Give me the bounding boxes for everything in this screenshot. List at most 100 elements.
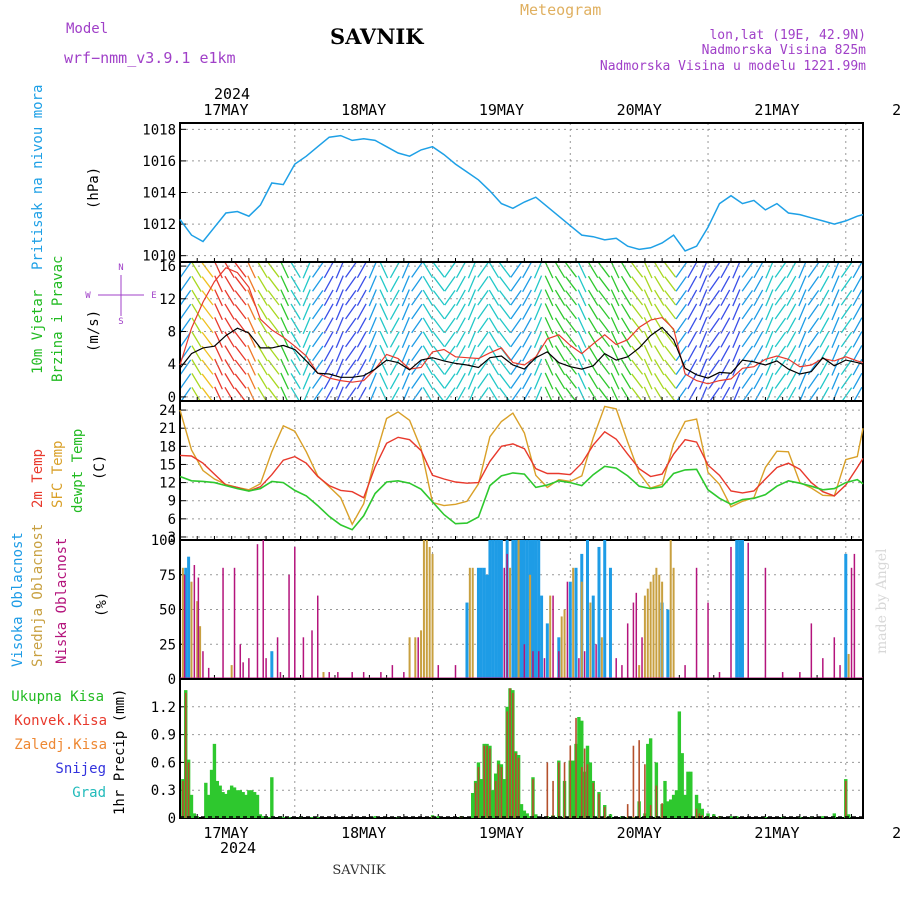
wind-arrow [280,275,290,293]
wind-arrow [267,304,280,320]
cloud-panel: Visoka Oblacnost Srednja Oblacnost Niska… [10,524,864,688]
y-tick-label: 1.2 [151,700,176,716]
wind-arrow [708,387,720,403]
cloud-mid-bar [661,581,664,679]
wind-arrow [411,303,423,320]
wind-arrow [587,275,599,292]
wind-arrow [831,275,840,293]
wind-arrow [191,275,202,292]
wind-arrow [675,317,687,334]
wind-arrow [467,261,477,279]
wind-arrow [201,359,214,375]
wind-arrow [687,331,698,348]
wind-arrow [488,261,500,279]
y-tick-label: 16 [159,259,176,275]
cloud-mid-bar [669,540,672,679]
wind-arrow [577,303,587,321]
wind-arrow [544,289,554,307]
wind-arrow [290,359,301,376]
precip-bar [189,794,194,818]
wind-arrow [687,261,698,279]
precip-bar [218,785,222,818]
wind-arrow [807,276,820,292]
wind-arrow [598,373,611,389]
wind-arrow [179,276,192,292]
y-tick-label: 18 [159,439,176,455]
wind-arrow [643,317,653,334]
wind-arrow [323,303,334,320]
wind-arrow [699,344,708,362]
cloud-low-bar [635,592,638,679]
wind-arrow [565,304,578,320]
wind-arrow [643,303,653,321]
wind-arrow [554,303,566,320]
wind-arrow [345,303,357,320]
wind-arrow [257,331,268,348]
wind-arrow [224,373,235,390]
wind-arrow [675,373,687,389]
wind-arrow [840,303,853,320]
wind-compass: N W E S [85,263,156,327]
wind-arrow [840,373,853,389]
wind-arrow [280,358,290,376]
cloud-high-bar [485,574,489,679]
wind-arrow [819,303,830,320]
precip-bar [479,779,484,818]
wind-arrow [620,317,632,334]
wind-arrow [280,372,290,390]
precip-bar [558,762,560,818]
wind-arrow [675,262,687,278]
cloud-high-bar [534,540,538,679]
pressure-unit: (hPa) [86,167,102,209]
wind-arrow [247,261,256,279]
y-tick-label: 0.3 [151,783,176,799]
wind-arrow [675,290,687,306]
wind-arrow [798,303,807,321]
wind-arrow [345,262,357,278]
wind-arrow [807,262,820,278]
wind-arrow [224,303,235,320]
precip-bar [648,738,653,818]
wind-arrow [654,345,665,362]
bottom-day-label: 22MAY [892,824,900,842]
wind-arrow [488,359,500,376]
wind-arrow [765,372,774,390]
cloud-low-bar [311,630,313,679]
wind-arrow [335,358,344,376]
precip-bar [250,790,254,818]
wind-arrow [587,289,599,306]
wind-ylabel-1: 10m Vjetar [30,290,46,374]
legend-conv-rain: Konvek.Kisa [14,713,107,729]
wind-arrow [401,330,410,348]
wind-arrow [598,359,611,375]
wind-arrow [774,359,787,375]
cloud-low-bar [595,644,597,679]
wind-arrow [411,276,423,292]
wind-arrow [214,303,223,321]
precip-bar [571,760,575,818]
wind-arrow [179,387,192,403]
wind-arrow [267,373,280,389]
precip-bar [235,790,240,818]
wind-arrow [732,330,741,348]
wind-arrow [774,276,787,292]
precip-bar [310,817,314,818]
wind-arrow [356,317,367,334]
wind-arrow [610,372,620,390]
precip-bar [252,792,257,818]
wind-arrow [708,373,720,389]
wind-arrow [488,373,500,390]
cloud-low-bar [850,567,853,679]
wind-arrow [234,345,247,361]
cloud-low-bar [799,672,801,679]
cloud-mid-bar [589,602,592,679]
wind-ylabel-2: Brzina i Pravac [50,256,66,382]
bottom-day-label: 18MAY [341,824,386,842]
wind-arrow [267,290,280,306]
wind-arrow [753,261,764,279]
wind-arrow [587,373,599,390]
wind-arrow [455,359,466,376]
cloud-high-bar [540,595,544,679]
cloud-low-bar [747,542,749,679]
wind-arrow [699,261,708,279]
